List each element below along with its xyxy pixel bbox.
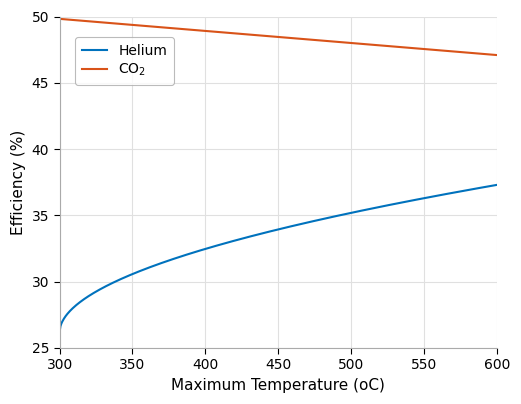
Line: Helium: Helium bbox=[59, 185, 497, 332]
CO$_2$ bbox=[267, 34, 273, 39]
CO$_2$ bbox=[56, 17, 63, 21]
CO$_2$ bbox=[493, 53, 500, 57]
CO$_2$ bbox=[293, 36, 299, 41]
CO$_2$ bbox=[415, 46, 421, 51]
CO$_2$ bbox=[264, 34, 270, 38]
Helium bbox=[493, 183, 500, 187]
Y-axis label: Efficiency (%): Efficiency (%) bbox=[11, 130, 26, 235]
CO$_2$ bbox=[317, 38, 323, 43]
X-axis label: Maximum Temperature (oC): Maximum Temperature (oC) bbox=[171, 378, 385, 393]
Helium bbox=[56, 330, 63, 335]
Legend: Helium, CO$_2$: Helium, CO$_2$ bbox=[75, 37, 174, 85]
CO$_2$ bbox=[483, 52, 489, 57]
Helium bbox=[415, 197, 421, 202]
Helium bbox=[264, 230, 270, 235]
Helium bbox=[267, 229, 273, 234]
Helium bbox=[317, 217, 323, 222]
Line: CO$_2$: CO$_2$ bbox=[59, 19, 497, 55]
Helium bbox=[293, 223, 299, 227]
Helium bbox=[483, 184, 489, 189]
